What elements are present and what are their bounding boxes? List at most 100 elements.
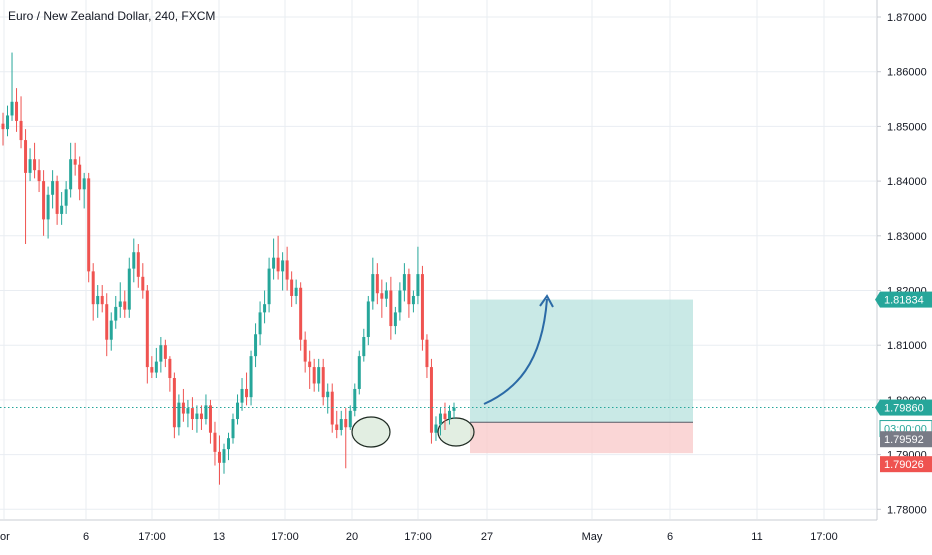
candle-body[interactable] — [10, 101, 14, 116]
candle-body[interactable] — [37, 170, 41, 182]
candle-body[interactable] — [87, 178, 91, 272]
candle-body[interactable] — [425, 339, 429, 368]
candle-body[interactable] — [371, 274, 375, 302]
candle-body[interactable] — [91, 271, 95, 305]
candle-body[interactable] — [380, 293, 384, 299]
candle-body[interactable] — [348, 410, 352, 428]
candle-body[interactable] — [96, 295, 100, 305]
candle-body[interactable] — [132, 252, 136, 269]
candle-body[interactable] — [267, 268, 271, 305]
candle-body[interactable] — [208, 405, 212, 433]
candle-body[interactable] — [114, 306, 118, 321]
candle-body[interactable] — [118, 301, 122, 307]
candle-body[interactable] — [330, 391, 334, 425]
candle-body[interactable] — [227, 438, 230, 450]
candle-body[interactable] — [285, 260, 289, 280]
candle-body[interactable] — [245, 388, 249, 398]
candle-body[interactable] — [353, 388, 357, 411]
candle-body[interactable] — [276, 257, 280, 272]
candle-body[interactable] — [420, 274, 424, 340]
candle-body[interactable] — [154, 361, 158, 373]
candle-body[interactable] — [82, 178, 86, 190]
candle-body[interactable] — [402, 274, 406, 291]
candle-body[interactable] — [33, 159, 37, 171]
candle-body[interactable] — [240, 388, 244, 403]
candle-body[interactable] — [28, 159, 32, 173]
candle-body[interactable] — [321, 367, 325, 398]
candle-body[interactable] — [46, 194, 50, 220]
candle-body[interactable] — [326, 391, 330, 398]
candle-body[interactable] — [159, 345, 163, 362]
candle-body[interactable] — [64, 189, 68, 206]
candle-body[interactable] — [51, 181, 55, 195]
candle-body[interactable] — [190, 408, 194, 420]
candle-body[interactable] — [141, 276, 145, 291]
candle-body[interactable] — [222, 449, 226, 463]
candle-body[interactable] — [15, 101, 19, 121]
candle-body[interactable] — [199, 413, 203, 420]
support-ellipse-1[interactable] — [351, 416, 391, 448]
candle-body[interactable] — [294, 287, 298, 296]
candle-body[interactable] — [213, 432, 217, 452]
candle-body[interactable] — [177, 402, 181, 428]
candle-body[interactable] — [317, 367, 321, 384]
candle-body[interactable] — [272, 257, 276, 269]
candle-body[interactable] — [308, 361, 312, 368]
candle-body[interactable] — [344, 419, 348, 428]
candle-body[interactable] — [362, 336, 366, 357]
candle-body[interactable] — [281, 260, 285, 272]
candle-body[interactable] — [73, 159, 77, 165]
candle-body[interactable] — [145, 290, 149, 368]
candle-body[interactable] — [204, 405, 208, 420]
candle-body[interactable] — [407, 274, 411, 305]
candle-body[interactable] — [195, 413, 199, 420]
candle-body[interactable] — [109, 320, 113, 340]
candle-body[interactable] — [375, 274, 379, 294]
candle-body[interactable] — [236, 402, 240, 420]
candle-body[interactable] — [335, 424, 339, 430]
candle-body[interactable] — [136, 252, 140, 277]
support-ellipse-2[interactable] — [437, 417, 475, 447]
candle-body[interactable] — [249, 356, 253, 398]
profit-zone[interactable] — [470, 299, 693, 423]
candle-body[interactable] — [123, 301, 127, 310]
trend-arrow[interactable] — [483, 298, 548, 405]
candle-body[interactable] — [231, 419, 235, 439]
candle-body[interactable] — [303, 339, 307, 362]
candle-body[interactable] — [42, 181, 46, 220]
candle-body[interactable] — [393, 312, 397, 327]
candle-body[interactable] — [150, 367, 154, 373]
candle-body[interactable] — [217, 451, 221, 463]
candle-body[interactable] — [1, 123, 5, 130]
candle-body[interactable] — [55, 181, 59, 214]
candle-body[interactable] — [357, 356, 361, 389]
candle-body[interactable] — [168, 358, 172, 379]
candle-body[interactable] — [312, 367, 316, 384]
candle-body[interactable] — [443, 413, 447, 420]
loss-zone[interactable] — [470, 422, 693, 454]
candle-body[interactable] — [69, 159, 73, 190]
candle-body[interactable] — [290, 279, 294, 296]
candle-body[interactable] — [438, 413, 442, 425]
candle-body[interactable] — [258, 312, 262, 335]
candle-body[interactable] — [339, 419, 343, 430]
candle-body[interactable] — [163, 345, 167, 359]
candle-body[interactable] — [389, 290, 393, 327]
candle-body[interactable] — [452, 407, 456, 411]
candle-body[interactable] — [429, 367, 433, 433]
candle-body[interactable] — [416, 274, 420, 296]
candle-body[interactable] — [181, 402, 185, 414]
candle-body[interactable] — [127, 268, 131, 310]
candle-body[interactable] — [186, 408, 190, 414]
candle-body[interactable] — [447, 410, 451, 420]
candle-body[interactable] — [263, 304, 267, 313]
candle-body[interactable] — [434, 424, 438, 433]
candle-body[interactable] — [254, 334, 258, 357]
candle-body[interactable] — [384, 290, 388, 299]
candle-body[interactable] — [411, 295, 415, 305]
candle-body[interactable] — [299, 287, 303, 340]
candle-body[interactable] — [6, 115, 10, 130]
candle-body[interactable] — [172, 378, 176, 428]
